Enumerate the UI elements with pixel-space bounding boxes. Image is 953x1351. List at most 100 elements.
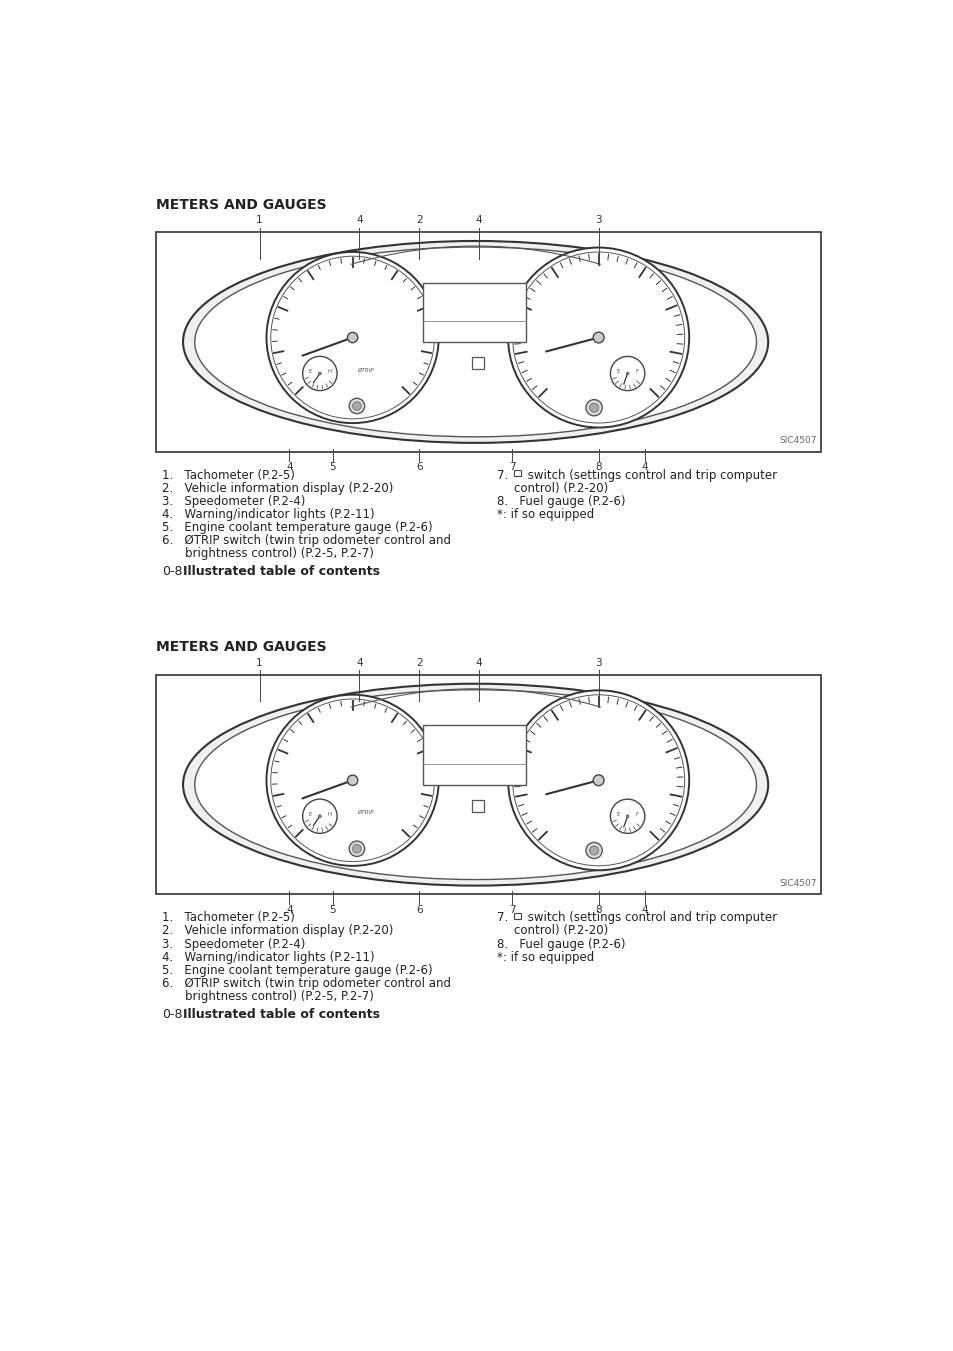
Text: 7: 7 — [508, 462, 515, 473]
Circle shape — [266, 694, 438, 866]
Text: METERS AND GAUGES: METERS AND GAUGES — [156, 197, 327, 212]
Text: 4: 4 — [641, 905, 648, 915]
Text: 7.: 7. — [497, 912, 516, 924]
Circle shape — [353, 844, 361, 852]
Bar — [514, 913, 520, 919]
Text: 6: 6 — [416, 462, 422, 473]
Text: 0-8: 0-8 — [162, 1008, 182, 1020]
Text: H: H — [327, 369, 331, 374]
Circle shape — [593, 775, 603, 786]
Text: 3: 3 — [595, 658, 601, 667]
Text: control) (P.2-20): control) (P.2-20) — [514, 924, 608, 938]
Text: 4: 4 — [476, 658, 482, 667]
Text: 5.   Engine coolant temperature gauge (P.2-6): 5. Engine coolant temperature gauge (P.2… — [162, 521, 432, 534]
Text: 2.   Vehicle information display (P.2-20): 2. Vehicle information display (P.2-20) — [162, 482, 393, 494]
Text: E: E — [309, 812, 312, 817]
Circle shape — [318, 815, 321, 817]
Text: 1: 1 — [256, 658, 263, 667]
Text: E: E — [309, 369, 312, 374]
Text: 4: 4 — [286, 462, 293, 473]
Text: 2: 2 — [416, 215, 422, 226]
Circle shape — [302, 357, 336, 390]
Text: Illustrated table of contents: Illustrated table of contents — [183, 565, 379, 578]
Text: 8: 8 — [595, 462, 601, 473]
Text: *: if so equipped: *: if so equipped — [497, 951, 594, 963]
Text: 7: 7 — [508, 905, 515, 915]
Text: 5.   Engine coolant temperature gauge (P.2-6): 5. Engine coolant temperature gauge (P.2… — [162, 963, 432, 977]
Text: 6.   ØTRIP switch (twin trip odometer control and: 6. ØTRIP switch (twin trip odometer cont… — [162, 977, 451, 990]
Text: 8.   Fuel gauge (P.2-6): 8. Fuel gauge (P.2-6) — [497, 938, 625, 951]
Text: ØTRIP: ØTRIP — [356, 367, 374, 373]
Bar — [422, 282, 525, 342]
Text: 4.   Warning/indicator lights (P.2-11): 4. Warning/indicator lights (P.2-11) — [162, 951, 375, 963]
Circle shape — [589, 846, 598, 855]
Text: 4: 4 — [641, 462, 648, 473]
Circle shape — [347, 775, 357, 785]
Circle shape — [610, 800, 644, 834]
Circle shape — [353, 401, 361, 411]
Text: *: if so equipped: *: if so equipped — [497, 508, 594, 521]
Circle shape — [625, 372, 628, 374]
Text: brightness control) (P.2-5, P.2-7): brightness control) (P.2-5, P.2-7) — [185, 990, 374, 1002]
Text: 3: 3 — [595, 215, 601, 226]
Text: 1.   Tachometer (P.2-5): 1. Tachometer (P.2-5) — [162, 469, 294, 481]
Text: 6.   ØTRIP switch (twin trip odometer control and: 6. ØTRIP switch (twin trip odometer cont… — [162, 534, 451, 547]
Text: switch (settings control and trip computer: switch (settings control and trip comput… — [523, 912, 776, 924]
Ellipse shape — [183, 684, 767, 886]
Circle shape — [302, 798, 336, 834]
Circle shape — [266, 251, 438, 423]
Text: switch (settings control and trip computer: switch (settings control and trip comput… — [523, 469, 776, 481]
Circle shape — [508, 690, 688, 870]
Circle shape — [589, 403, 598, 412]
Text: 8.   Fuel gauge (P.2-6): 8. Fuel gauge (P.2-6) — [497, 494, 625, 508]
Text: 4: 4 — [355, 215, 362, 226]
Bar — [422, 725, 525, 785]
Text: 1.   Tachometer (P.2-5): 1. Tachometer (P.2-5) — [162, 912, 294, 924]
Text: ØTRIP: ØTRIP — [356, 811, 374, 815]
Text: 4: 4 — [476, 215, 482, 226]
Text: 1: 1 — [256, 215, 263, 226]
Circle shape — [271, 698, 434, 862]
Text: Illustrated table of contents: Illustrated table of contents — [183, 1008, 379, 1020]
Circle shape — [508, 247, 688, 427]
Text: 2: 2 — [416, 658, 422, 667]
Circle shape — [625, 815, 628, 817]
Text: 5: 5 — [329, 905, 335, 915]
Text: SIC4507: SIC4507 — [779, 436, 816, 446]
Text: 3.   Speedometer (P.2-4): 3. Speedometer (P.2-4) — [162, 494, 305, 508]
Circle shape — [585, 843, 601, 858]
Text: F: F — [635, 369, 638, 374]
Circle shape — [349, 399, 364, 413]
Text: H: H — [327, 812, 331, 817]
Circle shape — [349, 842, 364, 857]
Text: 4: 4 — [355, 658, 362, 667]
Text: 7.: 7. — [497, 469, 516, 481]
Text: 3.   Speedometer (P.2-4): 3. Speedometer (P.2-4) — [162, 938, 305, 951]
Circle shape — [512, 253, 684, 423]
Text: 6: 6 — [416, 905, 422, 915]
Ellipse shape — [194, 690, 756, 880]
Circle shape — [318, 372, 321, 374]
Circle shape — [585, 400, 601, 416]
Bar — [156, 676, 821, 894]
Text: F: F — [635, 812, 638, 817]
Bar — [514, 470, 520, 477]
Bar — [471, 800, 483, 812]
Text: control) (P.2-20): control) (P.2-20) — [514, 482, 608, 494]
Circle shape — [610, 357, 644, 390]
Text: brightness control) (P.2-5, P.2-7): brightness control) (P.2-5, P.2-7) — [185, 547, 374, 561]
Circle shape — [512, 694, 684, 866]
Ellipse shape — [183, 240, 767, 443]
Text: E: E — [616, 369, 619, 374]
Text: 2.   Vehicle information display (P.2-20): 2. Vehicle information display (P.2-20) — [162, 924, 393, 938]
Text: E: E — [616, 812, 619, 817]
Text: 5: 5 — [329, 462, 335, 473]
Text: SIC4507: SIC4507 — [779, 880, 816, 888]
Bar — [156, 232, 821, 451]
Circle shape — [271, 257, 434, 419]
Circle shape — [593, 332, 603, 343]
Ellipse shape — [194, 247, 756, 436]
Circle shape — [347, 332, 357, 343]
Text: 0-8: 0-8 — [162, 565, 182, 578]
Text: METERS AND GAUGES: METERS AND GAUGES — [156, 640, 327, 654]
